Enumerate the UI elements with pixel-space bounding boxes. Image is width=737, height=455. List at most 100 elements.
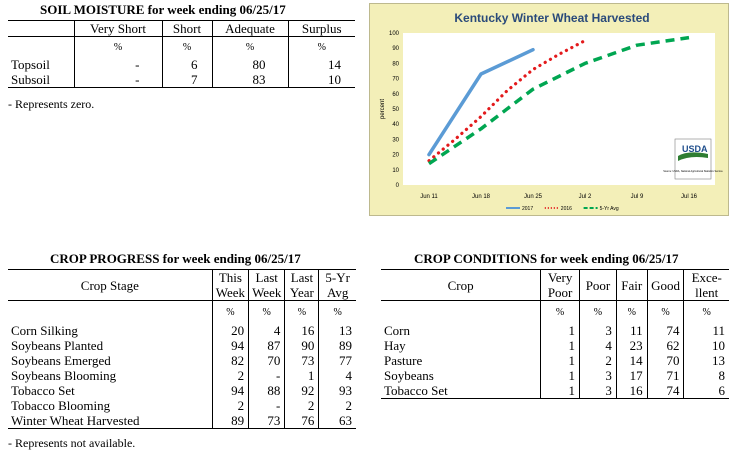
soil-unit: %	[161, 36, 212, 57]
row-value: 17	[615, 368, 648, 383]
soil-cell: 14	[287, 57, 355, 72]
row-value: 89	[318, 338, 356, 353]
row-value: 11	[615, 323, 648, 338]
table-row: Topsoil - 6 80 14	[8, 57, 355, 72]
row-value: 77	[318, 353, 356, 368]
soil-moisture-title: SOIL MOISTURE for week ending 06/25/17	[40, 2, 286, 17]
table-row: Soybeans 1 3 17 71 8	[381, 368, 729, 383]
row-label: Pasture	[384, 353, 423, 368]
table-row: Hay 1 4 23 62 10	[381, 338, 729, 353]
progress-header-stage: Crop Stage	[8, 269, 213, 301]
row-value: 11	[683, 323, 729, 338]
row-label: Corn Silking	[11, 323, 78, 338]
row-value: -	[248, 368, 285, 383]
progress-header-last: Last	[248, 269, 285, 285]
table-row: Soybeans Emerged 82 70 73 77	[8, 353, 356, 368]
row-value: 71	[646, 368, 684, 383]
legend-label: 2016	[561, 206, 572, 212]
y-tick-label: 10	[392, 168, 399, 174]
conditions-unit: %	[646, 300, 684, 323]
row-value: 1	[540, 338, 580, 353]
row-value: 3	[579, 383, 617, 399]
conditions-unit: %	[540, 300, 580, 323]
source-note: Source: USDA, National Agricultural Stat…	[663, 170, 723, 173]
table-row: Tobacco Set 94 88 92 93	[8, 383, 356, 398]
row-value: 92	[284, 383, 319, 398]
progress-header-week: Week	[211, 285, 249, 301]
row-value: 2	[211, 368, 249, 383]
row-value: 16	[284, 323, 319, 338]
soil-header-short: Short	[161, 20, 212, 37]
row-value: 73	[284, 353, 319, 368]
x-tick-label: Jun 18	[472, 194, 491, 200]
progress-header-5yr: 5-Yr	[318, 269, 356, 285]
row-value: 8	[683, 368, 729, 383]
conditions-header-exce: Exce-	[683, 269, 729, 285]
row-value: 93	[318, 383, 356, 398]
row-label: Soybeans	[384, 368, 434, 383]
row-label: Soybeans Planted	[11, 338, 104, 353]
crop-progress-table: Crop Stage This Last Last 5-Yr Week Week…	[8, 269, 356, 429]
row-value: 4	[318, 368, 356, 383]
soil-unit: %	[73, 36, 162, 57]
row-label: Soybeans Emerged	[11, 353, 111, 368]
soil-cell: 6	[161, 57, 212, 72]
y-tick-label: 70	[392, 77, 399, 83]
table-row: Subsoil - 7 83 10	[8, 72, 355, 88]
soil-moisture-table-wrap: Very Short Short Adequate Surplus % % % …	[8, 20, 355, 88]
y-tick-label: 0	[396, 183, 400, 189]
table-row: Soybeans Planted 94 87 90 89	[8, 338, 356, 353]
row-value: 1	[540, 323, 580, 338]
row-value: 2	[284, 398, 319, 413]
row-label: Tobacco Set	[11, 383, 75, 398]
soil-cell: 7	[161, 72, 212, 88]
progress-header-year: Year	[284, 285, 319, 301]
crop-progress-title: CROP PROGRESS for week ending 06/25/17	[50, 251, 301, 266]
row-value: 2	[579, 353, 617, 368]
row-value: 3	[579, 368, 617, 383]
conditions-header-good: Good	[646, 269, 684, 301]
y-tick-label: 30	[392, 137, 399, 143]
conditions-rows: Corn 1 3 11 74 11 Hay 1 4 23 62 10 Pasture 1 2 14 70 13 So…	[381, 323, 729, 399]
x-tick-label: Jun 11	[420, 194, 438, 200]
table-row: Winter Wheat Harvested 89 73 76 63	[8, 413, 356, 429]
soil-cell: 83	[211, 72, 288, 88]
soil-moisture-table: Very Short Short Adequate Surplus % % % …	[8, 20, 355, 88]
row-value: 6	[683, 383, 729, 399]
row-value: 1	[540, 353, 580, 368]
row-value: 87	[248, 338, 285, 353]
chart-title: Kentucky Winter Wheat Harvested	[454, 11, 649, 25]
row-value: 88	[248, 383, 285, 398]
crop-conditions-title: CROP CONDITIONS for week ending 06/25/17	[414, 251, 679, 266]
x-tick-label: Jun 25	[524, 194, 543, 200]
row-value: 94	[211, 383, 249, 398]
row-value: -	[248, 398, 285, 413]
soil-cell: 80	[211, 57, 288, 72]
y-tick-label: 40	[392, 122, 399, 128]
row-value: 16	[615, 383, 648, 399]
row-label: Winter Wheat Harvested	[11, 413, 140, 428]
progress-header-last: Last	[284, 269, 319, 285]
row-value: 10	[683, 338, 729, 353]
row-value: 13	[683, 353, 729, 368]
progress-header-avg: Avg	[318, 285, 356, 301]
y-tick-label: 80	[392, 61, 399, 67]
row-value: 62	[646, 338, 684, 353]
row-value: 90	[284, 338, 319, 353]
progress-header-this: This	[211, 269, 249, 285]
row-value: 13	[318, 323, 356, 338]
soil-header-adequate: Adequate	[211, 20, 288, 37]
progress-unit: %	[284, 300, 319, 323]
x-tick-label: Jul 9	[631, 194, 644, 200]
x-tick-label: Jul 16	[681, 194, 698, 200]
y-tick-label: 20	[392, 153, 399, 159]
series-line-2016	[427, 38, 587, 163]
row-value: 89	[211, 413, 249, 429]
legend-label: 2017	[522, 206, 533, 212]
soil-cell: 10	[287, 72, 355, 88]
soil-cell: -	[73, 72, 162, 88]
progress-note: - Represents not available.	[8, 436, 136, 450]
y-tick-label: 50	[392, 107, 399, 113]
x-tick-label: Jul 2	[579, 194, 592, 200]
row-label: Hay	[384, 338, 406, 353]
